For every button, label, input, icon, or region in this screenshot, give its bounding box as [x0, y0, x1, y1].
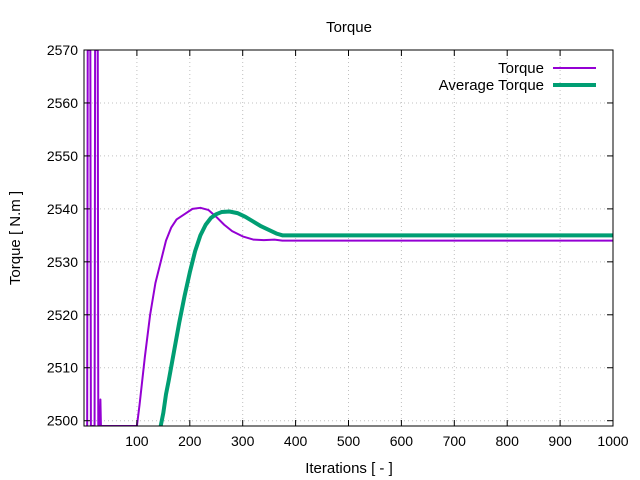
y-tick-label: 2500 [47, 413, 78, 429]
y-axis-title: Torque [ N.m ] [7, 191, 24, 285]
chart-title: Torque [326, 19, 372, 36]
ticks: 100 200 300 400 500 600 700 800 900 1000 2500 2510 2… [47, 42, 629, 449]
x-axis-title: Iterations [ - ] [305, 460, 393, 477]
legend-label: Average Torque [439, 77, 544, 94]
x-tick-label: 1000 [597, 433, 628, 449]
y-tick-label: 2540 [47, 201, 78, 217]
grid [84, 50, 613, 426]
series-layer [86, 50, 613, 426]
x-tick-label: 500 [337, 433, 361, 449]
x-tick-label: 300 [231, 433, 255, 449]
y-tick-label: 2530 [47, 254, 78, 270]
x-tick-label: 100 [125, 433, 149, 449]
x-tick-label: 600 [390, 433, 414, 449]
y-tick-label: 2510 [47, 360, 78, 376]
x-tick-label: 800 [496, 433, 520, 449]
y-tick-label: 2520 [47, 307, 78, 323]
legend-label: Torque [498, 60, 544, 77]
y-tick-label: 2570 [47, 42, 78, 58]
x-tick-label: 400 [284, 433, 308, 449]
x-tick-label: 200 [178, 433, 202, 449]
x-tick-label: 700 [443, 433, 467, 449]
x-tick-label: 900 [548, 433, 572, 449]
y-tick-label: 2550 [47, 148, 78, 164]
y-tick-label: 2560 [47, 95, 78, 111]
series-line-average-torque [158, 209, 613, 426]
series-line-torque [86, 50, 613, 426]
